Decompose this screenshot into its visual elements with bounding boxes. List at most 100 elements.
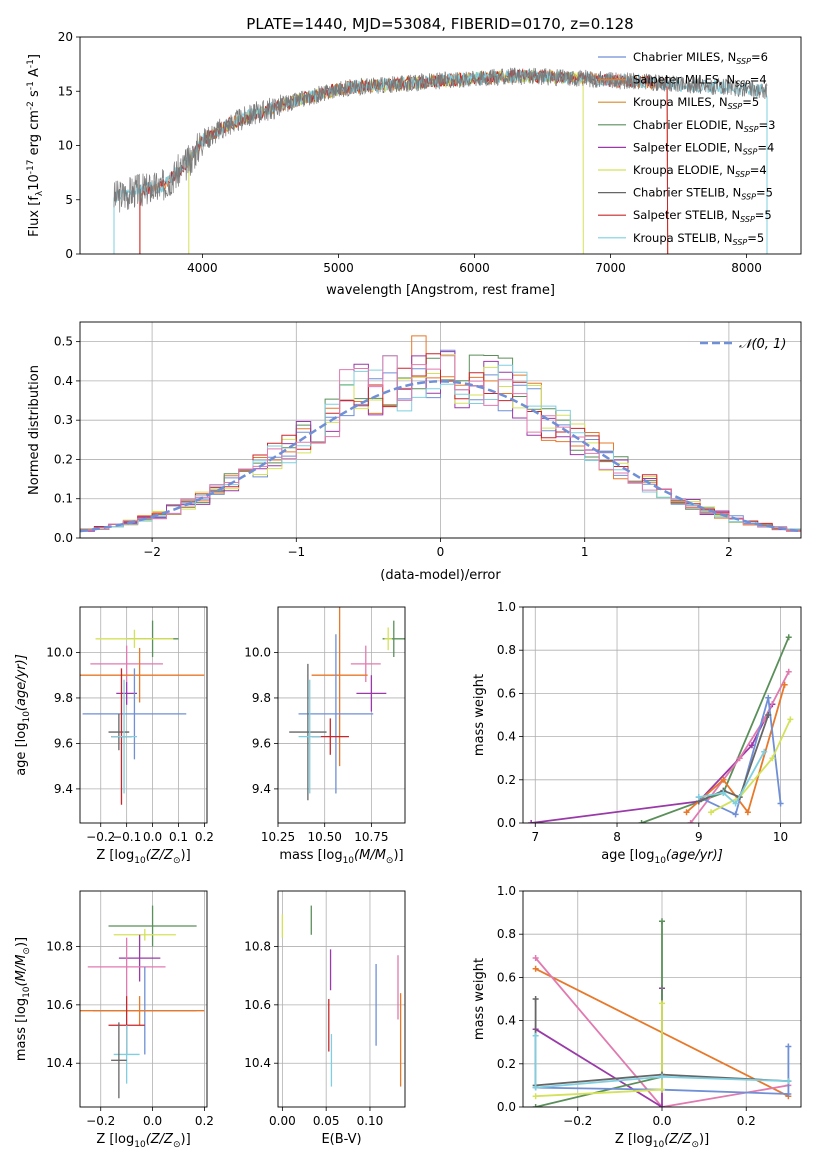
plot-area — [80, 620, 205, 805]
series-marker — [532, 1032, 539, 1039]
x-axis-label-tail: (Z/Z — [146, 848, 174, 863]
y-tick-label: 0.0 — [497, 816, 516, 830]
x-axis-label-sub: 10 — [343, 856, 355, 866]
label-part: =5 — [755, 208, 772, 222]
x-axis-label-sun: ⊙ — [691, 1140, 699, 1150]
errorbar-point — [90, 645, 163, 683]
series-marker — [761, 748, 768, 755]
x-tick-label: 7 — [531, 830, 539, 844]
plot-area — [281, 905, 402, 1087]
legend-entry: Salpeter MILES, NSSP=4 — [598, 73, 767, 89]
label-part: Salpeter ELODIE, N — [633, 140, 743, 154]
y-tick-label: 5 — [65, 193, 73, 207]
x-axis-label-close: )] — [393, 848, 403, 863]
x-tick-label: 0.2 — [737, 1114, 756, 1128]
y-tick-label: 10.8 — [244, 939, 271, 953]
y-tick-label: 0.4 — [54, 374, 73, 388]
series-marker — [732, 811, 739, 818]
y-tick-label: 9.4 — [252, 782, 271, 796]
series-marker — [532, 965, 539, 972]
axes-frame — [79, 321, 802, 539]
x-axis-label: E(B-V) — [321, 1132, 361, 1147]
errorbar-point — [298, 679, 321, 794]
spectrum-panel: 4000 5000 6000 7000 8000 0 5 10 15 20 wavelength [… — [26, 30, 802, 298]
y-tick-label: 0.4 — [497, 730, 516, 744]
label-part: Chabrier MILES, N — [633, 50, 736, 64]
axes-frame — [277, 606, 406, 824]
x-axis-label-sun: ⊙ — [173, 1140, 181, 1150]
y-tick-label: 10.6 — [244, 998, 271, 1012]
x-tick-label: 1 — [581, 545, 589, 559]
y-axis-label: mass weight — [472, 674, 487, 756]
label-part: -17 — [26, 160, 36, 175]
label-part: SSP — [736, 57, 751, 66]
legend-label: Chabrier STELIB, NSSP=5 — [633, 186, 773, 202]
series-marker — [659, 1000, 665, 1007]
label-part: Kroupa STELIB, N — [633, 231, 733, 245]
label-part: SSP — [740, 215, 755, 224]
legend-entry: Salpeter ELODIE, NSSP=4 — [598, 140, 774, 156]
observed-spectrum-line — [113, 67, 768, 213]
y-axis-label-sun: ⊙ — [22, 947, 32, 955]
errorbar-point — [87, 937, 166, 997]
x-axis-label-text: mass [log — [279, 848, 342, 863]
y-tick-label: 0.0 — [54, 531, 73, 545]
mass-weight-series — [698, 697, 782, 816]
mass-weight-series — [535, 1046, 790, 1095]
label-part: SSP — [733, 238, 748, 247]
legend-label: Chabrier MILES, NSSP=6 — [633, 50, 768, 66]
plot-area — [80, 335, 801, 538]
y-tick-label: 10.4 — [244, 1056, 271, 1070]
x-tick-label: 8 — [613, 830, 621, 844]
series-marker — [785, 1091, 792, 1098]
x-tick-label: 10.25 — [261, 830, 295, 844]
x-tick-label: 2 — [725, 545, 733, 559]
series-marker — [532, 1093, 539, 1100]
axes-frame — [79, 36, 802, 255]
y-tick-label: 9.6 — [54, 736, 73, 750]
x-tick-label: 0.2 — [195, 1114, 214, 1128]
legend-label: Salpeter MILES, NSSP=4 — [633, 73, 767, 89]
mass-weight-series — [689, 671, 790, 823]
series-marker — [732, 800, 739, 807]
y-axis-label-tail: (age/yr)] — [14, 654, 29, 711]
plot-area — [532, 918, 792, 1107]
x-axis-label: wavelength [Angstrom, rest frame] — [326, 283, 555, 298]
series-marker — [777, 800, 784, 807]
errorbar-point — [80, 647, 205, 703]
legend-label: Kroupa MILES, NSSP=5 — [633, 95, 759, 111]
x-axis-label: Z [log10(Z/Z⊙)] — [96, 848, 190, 866]
mass-vs-reddening-panel: 0.00 0.05 0.10 10.4 10.6 10.8 E(B-V) — [244, 890, 406, 1147]
errorbar-point — [111, 679, 138, 794]
x-tick-label: 0.10 — [357, 1114, 384, 1128]
errorbar-point — [116, 682, 138, 705]
y-tick-label: 15 — [58, 84, 73, 98]
y-axis-label: Normed distribution — [27, 365, 42, 495]
label-part: =4 — [757, 140, 774, 154]
legend-entry: Kroupa ELODIE, NSSP=4 — [598, 163, 767, 179]
x-axis-label-text: Z [log — [615, 1132, 653, 1147]
y-tick-label: 9.8 — [54, 691, 73, 705]
axes-frame — [79, 890, 208, 1108]
x-tick-label: 0.00 — [269, 1114, 296, 1128]
x-axis-label-close: )] — [181, 848, 191, 863]
y-tick-label: 0.6 — [497, 970, 516, 984]
y-tick-label: 9.6 — [252, 736, 271, 750]
series-marker — [528, 820, 535, 823]
y-tick-label: 0.2 — [497, 773, 516, 787]
y-tick-label: 10 — [58, 139, 73, 153]
x-axis-label-text: Z [log — [96, 848, 134, 863]
x-axis-label: mass [log10(M/M⊙)] — [279, 848, 403, 866]
y-axis-label-tail: (M/M — [14, 955, 29, 987]
plot-area — [80, 905, 205, 1099]
series-marker — [720, 776, 727, 783]
errorbar-point — [384, 627, 392, 651]
label-part: Flux [f — [27, 196, 42, 237]
x-axis-label-sub: 10 — [134, 1140, 146, 1150]
errorbar-point — [289, 663, 327, 801]
x-tick-label: 7000 — [595, 261, 626, 275]
age-vs-metallicity-panel: −0.2−0.1 0.0 0.1 0.29.49.69.810.0Z [log10(Z… — [14, 606, 214, 866]
x-tick-label: −2 — [143, 545, 161, 559]
x-tick-label: 0.0 — [143, 1114, 162, 1128]
errorbar-point — [113, 928, 176, 941]
